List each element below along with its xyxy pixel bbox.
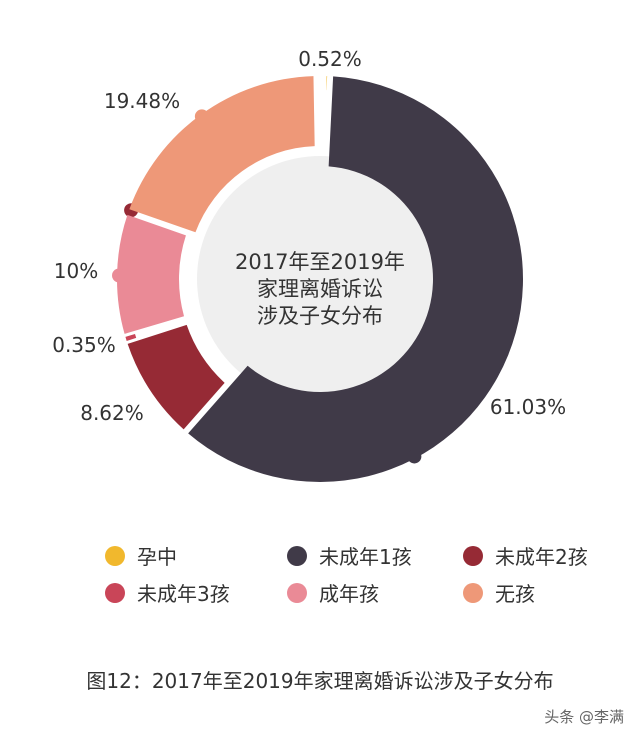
legend-item-minor-3-children: 未成年3孩 (105, 578, 230, 607)
legend-label: 孕中 (137, 545, 177, 569)
donut-slice (129, 76, 315, 233)
legend-dot-icon (105, 545, 125, 566)
center-title-line-1: 2017年至2019年 (235, 250, 405, 274)
legend-label: 无孩 (495, 582, 535, 606)
figure-caption: 图12：2017年至2019年家理离婚诉讼涉及子女分布 (86, 669, 554, 693)
legend-dot-icon (105, 582, 125, 603)
legend-dot-icon (287, 545, 307, 566)
donut-slice (326, 76, 328, 91)
slice-value-label: 0.35% (52, 333, 116, 357)
legend-label: 未成年3孩 (137, 582, 230, 606)
chart-center-title: 2017年至2019年 家理离婚诉讼 涉及子女分布 (205, 249, 435, 330)
slice-marker-dot (112, 268, 127, 283)
slice-value-label: 8.62% (80, 401, 144, 425)
legend-item-minor-2-children: 未成年2孩 (463, 541, 588, 570)
legend-item-adult-child: 成年孩 (287, 578, 379, 607)
legend-dot-icon (463, 545, 483, 566)
donut-slice (116, 214, 186, 334)
legend-item-no-child: 无孩 (463, 578, 535, 607)
slice-value-label: 61.03% (490, 395, 566, 419)
legend-dot-icon (287, 582, 307, 603)
center-title-line-2: 家理离婚诉讼 (257, 277, 383, 301)
slice-value-label: 10% (54, 259, 98, 283)
slice-value-label: 0.52% (298, 47, 362, 71)
donut-slice (127, 324, 225, 430)
donut-slice (188, 76, 523, 482)
slice-value-label: 19.48% (104, 89, 180, 113)
legend-item-pregnant: 孕中 (105, 541, 177, 570)
legend-label: 未成年2孩 (495, 545, 588, 569)
legend-dot-icon (463, 582, 483, 603)
legend-item-minor-1-child: 未成年1孩 (287, 541, 412, 570)
center-title-line-3: 涉及子女分布 (257, 304, 383, 328)
donut-center-disc (197, 156, 443, 402)
slice-marker-dot (407, 449, 422, 464)
watermark: 头条 @李满 (544, 708, 624, 726)
legend-label: 未成年1孩 (319, 545, 412, 569)
slice-marker-dot (194, 109, 209, 124)
legend-label: 成年孩 (319, 582, 379, 606)
donut-slice (125, 334, 137, 341)
